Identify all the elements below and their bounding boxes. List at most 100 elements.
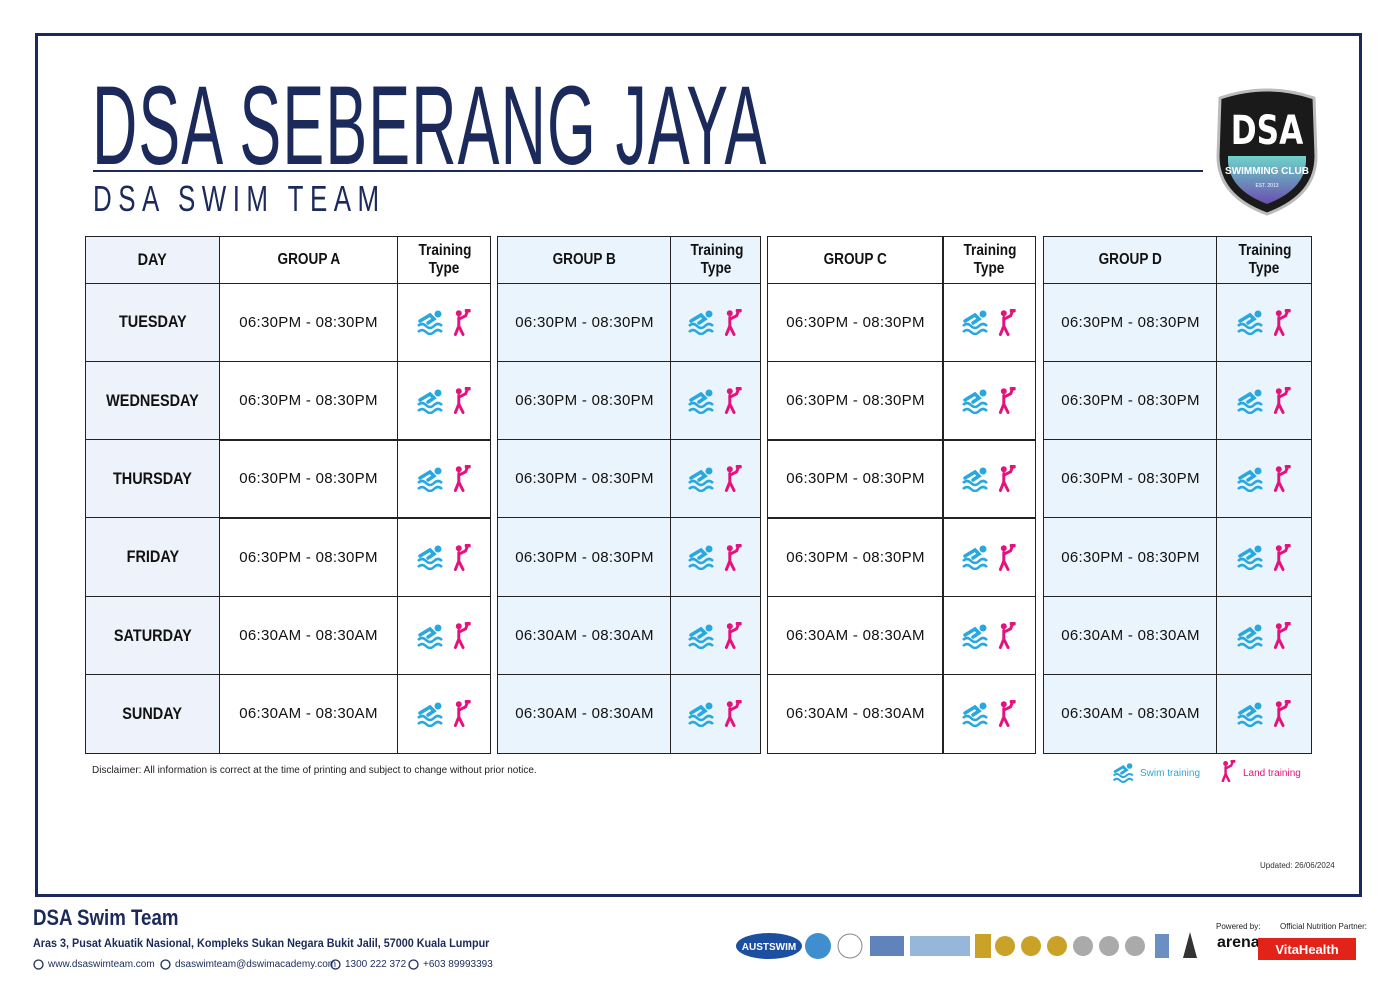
training-type-cell — [1216, 517, 1312, 598]
training-type-cell — [1216, 674, 1312, 754]
time-cell-text: 06:30PM - 08:30PM — [1061, 470, 1200, 488]
column-header-text: Training Type — [690, 242, 743, 277]
land-icon — [1273, 387, 1291, 415]
sponsor-name: AUSTSWIM — [742, 942, 796, 953]
swim-icon — [688, 624, 715, 649]
land-icon — [453, 700, 471, 728]
training-type-cell — [942, 282, 1036, 363]
time-cell: 06:30PM - 08:30PM — [219, 517, 398, 598]
time-cell-text: 06:30PM - 08:30PM — [786, 392, 925, 410]
sponsor-badge — [870, 936, 904, 956]
time-cell-text: 06:30PM - 08:30PM — [515, 548, 654, 566]
training-type-cell — [942, 674, 1036, 754]
land-icon — [725, 700, 742, 728]
training-type-cell — [397, 439, 491, 519]
time-cell-text: 06:30AM - 08:30AM — [786, 627, 925, 645]
day-cell: FRIDAY — [85, 517, 220, 598]
column-header-text: DAY — [137, 250, 168, 269]
land-icon — [725, 387, 742, 415]
training-type-cell — [1216, 595, 1312, 676]
training-type-cell — [670, 595, 761, 676]
day-cell-text: SATURDAY — [113, 625, 192, 645]
time-cell-text: 06:30PM - 08:30PM — [786, 470, 925, 488]
land-icon — [1221, 760, 1236, 783]
time-cell-text: 06:30AM - 08:30AM — [515, 627, 654, 645]
time-cell: 06:30PM - 08:30PM — [767, 282, 944, 363]
swim-icon — [416, 545, 443, 571]
day-cell: TUESDAY — [85, 282, 220, 363]
swim-icon — [416, 467, 443, 492]
time-cell-text: 06:30PM - 08:30PM — [1061, 313, 1200, 331]
training-type-cell — [942, 517, 1036, 598]
land-icon — [1273, 621, 1291, 649]
legend-land-icon — [1220, 760, 1237, 787]
time-cell: 06:30PM - 08:30PM — [497, 360, 672, 441]
legend-swim-icon — [1112, 762, 1136, 788]
day-cell: WEDNESDAY — [85, 360, 220, 441]
swim-icon — [688, 702, 715, 727]
land-icon — [453, 621, 471, 649]
column-header-text: GROUP A — [277, 251, 340, 268]
training-type-cell — [670, 282, 761, 363]
legend-swim: Swim training — [1140, 768, 1201, 779]
land-icon — [725, 621, 742, 649]
training-type-cell — [670, 517, 761, 598]
time-cell: 06:30AM - 08:30AM — [1043, 674, 1218, 754]
time-cell-text: 06:30PM - 08:30PM — [515, 470, 654, 488]
land-icon — [725, 308, 742, 336]
time-cell: 06:30PM - 08:30PM — [767, 360, 944, 441]
land-icon — [1273, 465, 1291, 493]
time-cell: 06:30PM - 08:30PM — [497, 517, 672, 598]
land-icon — [998, 700, 1016, 728]
title-rule — [93, 170, 1203, 172]
time-cell: 06:30PM - 08:30PM — [219, 282, 398, 363]
land-icon — [453, 543, 471, 571]
training-type-cell — [670, 360, 761, 441]
swim-icon — [1236, 624, 1263, 649]
updated-date: Updated: 26/06/2024 — [1260, 861, 1335, 870]
training-type-cell — [1216, 282, 1312, 363]
footer-address: Aras 3, Pusat Akuatik Nasional, Kompleks… — [33, 936, 490, 950]
swim-icon — [961, 467, 988, 492]
contact-text: +603 89993393 — [423, 959, 493, 970]
nutrition-brand: VitaHealth — [1258, 938, 1356, 960]
time-cell: 06:30PM - 08:30PM — [1043, 282, 1218, 363]
legend-land: Land training — [1243, 768, 1301, 779]
day-cell: SATURDAY — [85, 595, 220, 676]
sponsor-badge — [837, 933, 863, 959]
training-type-cell — [397, 517, 491, 598]
time-cell: 06:30PM - 08:30PM — [219, 360, 398, 441]
swim-icon — [416, 310, 443, 336]
award-badges — [975, 932, 1197, 958]
time-cell-text: 06:30AM - 08:30AM — [239, 627, 378, 645]
land-icon — [453, 387, 471, 415]
time-cell: 06:30PM - 08:30PM — [1043, 360, 1218, 441]
time-cell: 06:30AM - 08:30AM — [767, 595, 944, 676]
land-icon — [453, 308, 471, 336]
swim-icon — [416, 624, 443, 649]
time-cell: 06:30AM - 08:30AM — [497, 595, 672, 676]
time-cell: 06:30PM - 08:30PM — [497, 439, 672, 519]
contact-text: www.dsaswimteam.com — [48, 959, 155, 970]
time-cell: 06:30PM - 08:30PM — [767, 517, 944, 598]
logo-est: EST. 2013 — [1255, 183, 1278, 189]
swim-icon — [1236, 310, 1263, 336]
contact-icon — [160, 959, 171, 970]
day-cell-text: TUESDAY — [118, 312, 187, 332]
time-cell-text: 06:30PM - 08:30PM — [239, 392, 378, 410]
swim-icon — [688, 389, 715, 414]
time-cell-text: 06:30PM - 08:30PM — [1061, 392, 1200, 410]
swim-icon — [1236, 467, 1263, 492]
time-cell: 06:30AM - 08:30AM — [497, 674, 672, 754]
time-cell-text: 06:30AM - 08:30AM — [239, 705, 378, 723]
day-cell-text: WEDNESDAY — [106, 390, 199, 410]
time-cell-text: 06:30PM - 08:30PM — [786, 548, 925, 566]
land-icon — [998, 543, 1016, 571]
training-type-cell — [397, 282, 491, 363]
land-icon — [725, 543, 742, 571]
time-cell-text: 06:30PM - 08:30PM — [1061, 548, 1200, 566]
training-type-cell — [670, 674, 761, 754]
footer-name: DSA Swim Team — [33, 905, 179, 930]
training-type-cell — [397, 360, 491, 441]
powered-label: Powered by: — [1216, 922, 1261, 931]
